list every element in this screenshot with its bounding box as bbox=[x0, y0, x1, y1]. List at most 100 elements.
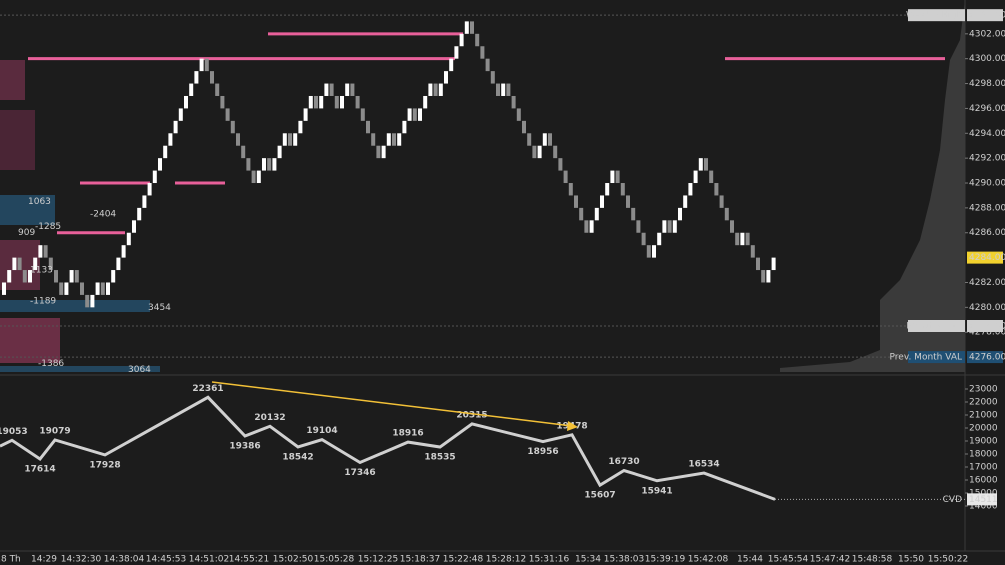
cvd-pivot-label: 16730 bbox=[608, 457, 639, 467]
time-label: 15:42:08 bbox=[688, 555, 729, 565]
renko-brick bbox=[59, 282, 64, 295]
y-tick-label: 4290.00 bbox=[969, 179, 1005, 189]
renko-brick bbox=[267, 158, 272, 171]
renko-brick bbox=[329, 83, 334, 96]
renko-brick bbox=[7, 270, 12, 283]
y-tick-label: 4292.00 bbox=[969, 154, 1005, 164]
trend-arrow-head bbox=[567, 421, 578, 431]
renko-brick bbox=[667, 220, 672, 233]
level-label-box bbox=[908, 351, 965, 364]
renko-brick bbox=[386, 133, 391, 146]
renko-brick bbox=[402, 120, 407, 134]
renko-brick bbox=[724, 207, 729, 221]
level-price-box bbox=[967, 319, 1003, 332]
renko-brick bbox=[574, 195, 578, 208]
y-tick-label: 4294.00 bbox=[969, 129, 1005, 139]
renko-brick bbox=[85, 294, 90, 308]
renko-brick bbox=[22, 270, 27, 283]
cvd-pivot-label: 17346 bbox=[344, 468, 375, 478]
time-label: 15:02:50 bbox=[273, 555, 314, 565]
renko-brick bbox=[397, 133, 402, 146]
time-label: 28 Th bbox=[0, 555, 21, 565]
y-tick-label: 19000 bbox=[969, 436, 998, 446]
y-tick-label: 4282.00 bbox=[969, 278, 1005, 288]
renko-brick bbox=[350, 83, 355, 96]
time-label: 15:38:03 bbox=[604, 555, 644, 565]
renko-brick bbox=[459, 33, 464, 47]
renko-brick bbox=[449, 58, 454, 72]
level-label-box bbox=[908, 9, 965, 22]
renko-brick bbox=[277, 145, 282, 159]
renko-brick bbox=[371, 133, 376, 146]
y-tick-label: 23000 bbox=[969, 385, 998, 395]
renko-brick bbox=[594, 207, 599, 221]
cvd-pivot-label: 15607 bbox=[584, 491, 615, 501]
time-label: 15:34 bbox=[575, 555, 601, 565]
renko-brick bbox=[288, 133, 292, 146]
cvd-pivot-label: 19386 bbox=[229, 441, 260, 451]
y-tick-label: 4288.00 bbox=[969, 203, 1005, 213]
renko-brick bbox=[158, 158, 162, 171]
renko-brick bbox=[282, 133, 287, 146]
profile-delta-label: -1285 bbox=[35, 222, 61, 232]
renko-brick bbox=[454, 46, 459, 59]
renko-brick bbox=[522, 120, 526, 134]
renko-brick bbox=[64, 282, 69, 295]
renko-brick bbox=[360, 108, 365, 121]
renko-brick bbox=[28, 270, 32, 283]
cvd-pivot-label: 20132 bbox=[254, 413, 285, 423]
profile-delta-label: 1133 bbox=[30, 266, 53, 276]
time-label: 15:12:25 bbox=[358, 555, 398, 565]
level-label-box bbox=[908, 319, 965, 332]
level-price-box bbox=[967, 9, 1003, 22]
renko-brick bbox=[542, 133, 547, 146]
cvd-pivot-label: 16534 bbox=[688, 460, 719, 470]
y-tick-label: 4286.00 bbox=[969, 228, 1005, 238]
renko-brick bbox=[626, 195, 630, 208]
renko-brick bbox=[392, 133, 396, 146]
renko-brick bbox=[423, 95, 428, 109]
profile-delta-label: -2404 bbox=[90, 210, 116, 220]
y-tick-label: 22000 bbox=[969, 398, 998, 408]
cvd-pivot-label: 18956 bbox=[527, 447, 558, 457]
y-tick-label: 17000 bbox=[969, 462, 998, 472]
renko-brick bbox=[194, 71, 199, 84]
time-label: 14:45:53 bbox=[146, 555, 186, 565]
renko-brick bbox=[152, 170, 157, 184]
renko-brick bbox=[69, 270, 74, 283]
renko-brick bbox=[714, 183, 719, 196]
cvd-last-box bbox=[967, 493, 997, 506]
renko-brick bbox=[750, 245, 755, 258]
renko-brick bbox=[355, 95, 360, 109]
renko-brick bbox=[464, 21, 469, 34]
y-tick-label: 4278.00 bbox=[969, 328, 1005, 338]
renko-brick bbox=[230, 120, 235, 134]
renko-brick bbox=[636, 220, 641, 233]
renko-brick bbox=[444, 71, 448, 84]
renko-brick bbox=[340, 95, 344, 109]
renko-brick bbox=[319, 95, 324, 109]
renko-brick bbox=[563, 170, 568, 184]
renko-brick bbox=[178, 108, 183, 121]
time-label: 15:18:37 bbox=[400, 555, 440, 565]
y-tick-label: 21000 bbox=[969, 411, 998, 421]
renko-brick bbox=[106, 282, 110, 295]
renko-brick bbox=[314, 95, 318, 109]
renko-brick bbox=[199, 58, 204, 72]
cvd-line bbox=[0, 395, 776, 501]
renko-brick bbox=[184, 95, 188, 109]
y-tick-label: 20000 bbox=[969, 423, 998, 433]
renko-brick bbox=[293, 133, 298, 146]
renko-brick bbox=[334, 95, 339, 109]
time-label: 14:32:30 bbox=[61, 555, 102, 565]
renko-brick bbox=[298, 120, 303, 134]
profile-delta-label: 1063 bbox=[28, 197, 51, 207]
renko-brick bbox=[142, 195, 147, 208]
renko-brick bbox=[210, 71, 214, 84]
profile-delta-label: 3064 bbox=[128, 365, 151, 375]
cvd-pivot-label: 18535 bbox=[424, 453, 455, 463]
time-label: 14:29 bbox=[31, 555, 57, 565]
cvd-pivot-label: 19104 bbox=[306, 426, 337, 436]
y-tick-label: 18000 bbox=[969, 449, 998, 459]
